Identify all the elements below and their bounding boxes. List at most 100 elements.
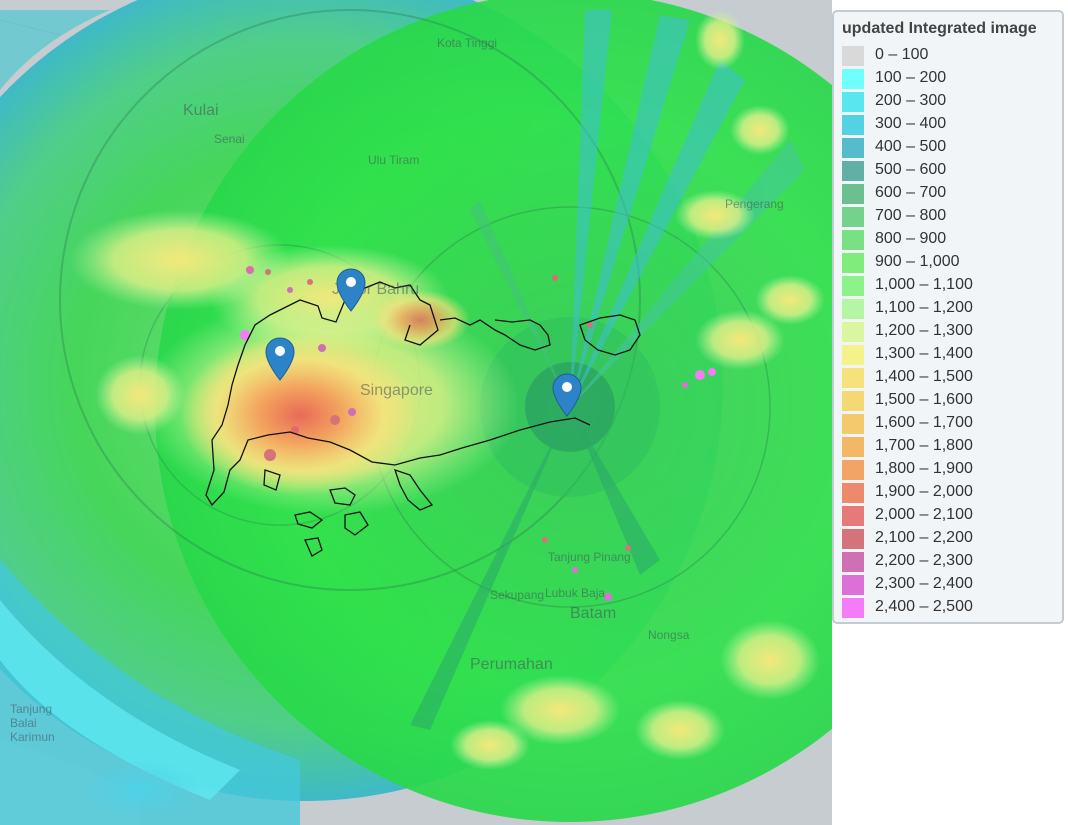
legend-label: 200 – 300	[875, 92, 947, 109]
legend-item: 600 – 700	[842, 182, 1062, 205]
radar-marker-north[interactable]	[336, 268, 366, 312]
legend-swatch	[842, 368, 864, 388]
legend-item: 2,400 – 2,500	[842, 596, 1062, 619]
legend-item: 100 – 200	[842, 67, 1062, 90]
legend-item: 1,100 – 1,200	[842, 297, 1062, 320]
rain-area	[500, 675, 620, 745]
legend-label: 2,100 – 2,200	[875, 529, 973, 546]
legend-swatch	[842, 483, 864, 503]
radar-range-ring	[59, 9, 641, 591]
legend-label: 1,400 – 1,500	[875, 368, 973, 385]
legend-item: 2,100 – 2,200	[842, 527, 1062, 550]
legend-swatch	[842, 299, 864, 319]
legend-label: 1,800 – 1,900	[875, 460, 973, 477]
legend-label: 0 – 100	[875, 46, 929, 63]
legend-label: 1,300 – 1,400	[875, 345, 973, 362]
legend-item: 1,500 – 1,600	[842, 389, 1062, 412]
legend-item: 2,000 – 2,100	[842, 504, 1062, 527]
legend-item: 1,800 – 1,900	[842, 458, 1062, 481]
legend-swatch	[842, 161, 864, 181]
legend-label: 600 – 700	[875, 184, 947, 201]
legend-item: 2,300 – 2,400	[842, 573, 1062, 596]
legend-swatch	[842, 46, 864, 66]
legend-swatch	[842, 207, 864, 227]
legend-label: 2,000 – 2,100	[875, 506, 973, 523]
legend-swatch	[842, 322, 864, 342]
legend-item: 800 – 900	[842, 228, 1062, 251]
legend-swatch	[842, 575, 864, 595]
legend-swatch	[842, 414, 864, 434]
legend-label: 2,400 – 2,500	[875, 598, 973, 615]
legend-item: 1,000 – 1,100	[842, 274, 1062, 297]
legend-label: 700 – 800	[875, 207, 947, 224]
legend-item: 900 – 1,000	[842, 251, 1062, 274]
legend-label: 800 – 900	[875, 230, 947, 247]
low-value-area	[80, 760, 200, 820]
legend-label: 900 – 1,000	[875, 253, 960, 270]
legend-item: 1,400 – 1,500	[842, 366, 1062, 389]
low-value-band	[0, 10, 110, 90]
low-value-band	[0, 600, 240, 800]
beam-blockage-streaks	[410, 10, 805, 730]
heavy-rain-area	[180, 335, 420, 495]
legend: updated Integrated image 0 – 100 100 – 20…	[832, 10, 1064, 624]
legend-item: 2,200 – 2,300	[842, 550, 1062, 573]
legend-label: 300 – 400	[875, 115, 947, 132]
rain-area	[695, 10, 745, 70]
legend-item: 1,700 – 1,800	[842, 435, 1062, 458]
coastline	[205, 281, 641, 557]
legend-swatch	[842, 506, 864, 526]
intense-cells	[240, 266, 716, 601]
legend-title: updated Integrated image	[842, 20, 1037, 37]
legend-label: 2,200 – 2,300	[875, 552, 973, 569]
legend-label: 1,600 – 1,700	[875, 414, 973, 431]
legend-swatch	[842, 391, 864, 411]
radar-marker-east[interactable]	[552, 373, 582, 417]
rain-area	[720, 620, 820, 700]
legend-item: 1,600 – 1,700	[842, 412, 1062, 435]
legend-item: 0 – 100	[842, 44, 1062, 67]
rain-area	[635, 700, 725, 760]
legend-label: 500 – 600	[875, 161, 947, 178]
legend-item: 1,200 – 1,300	[842, 320, 1062, 343]
rain-area	[675, 190, 755, 240]
map-pin-icon	[265, 337, 295, 381]
rain-area	[450, 720, 530, 770]
legend-swatch	[842, 115, 864, 135]
legend-label: 1,900 – 2,000	[875, 483, 973, 500]
rain-area	[695, 310, 785, 370]
rain-area	[730, 105, 790, 155]
legend-label: 1,500 – 1,600	[875, 391, 973, 408]
legend-label: 1,000 – 1,100	[875, 276, 973, 293]
legend-label: 1,100 – 1,200	[875, 299, 973, 316]
legend-swatch	[842, 552, 864, 572]
legend-swatch	[842, 138, 864, 158]
legend-item: 700 – 800	[842, 205, 1062, 228]
legend-item: 200 – 300	[842, 90, 1062, 113]
legend-item: 300 – 400	[842, 113, 1062, 136]
rain-area	[95, 355, 185, 435]
legend-swatch	[842, 230, 864, 250]
legend-item: 500 – 600	[842, 159, 1062, 182]
legend-swatch	[842, 460, 864, 480]
legend-label: 100 – 200	[875, 69, 947, 86]
legend-label: 1,200 – 1,300	[875, 322, 973, 339]
radar-marker-west[interactable]	[265, 337, 295, 381]
legend-swatch	[842, 598, 864, 618]
legend-swatch	[842, 184, 864, 204]
legend-label: 400 – 500	[875, 138, 947, 155]
map-pin-icon	[336, 268, 366, 312]
radar-map[interactable]: Kota Tinggi Kulai Senai Ulu Tiram Johor …	[0, 0, 832, 825]
legend-swatch	[842, 276, 864, 296]
legend-swatch	[842, 69, 864, 89]
legend-item: 1,300 – 1,400	[842, 343, 1062, 366]
legend-swatch	[842, 529, 864, 549]
heavy-rain-area	[370, 290, 470, 350]
low-value-band	[0, 560, 300, 825]
legend-swatch	[842, 92, 864, 112]
legend-swatch	[842, 437, 864, 457]
legend-label: 2,300 – 2,400	[875, 575, 973, 592]
legend-label: 1,700 – 1,800	[875, 437, 973, 454]
radar-overlay	[0, 0, 832, 825]
map-pin-icon	[552, 373, 582, 417]
